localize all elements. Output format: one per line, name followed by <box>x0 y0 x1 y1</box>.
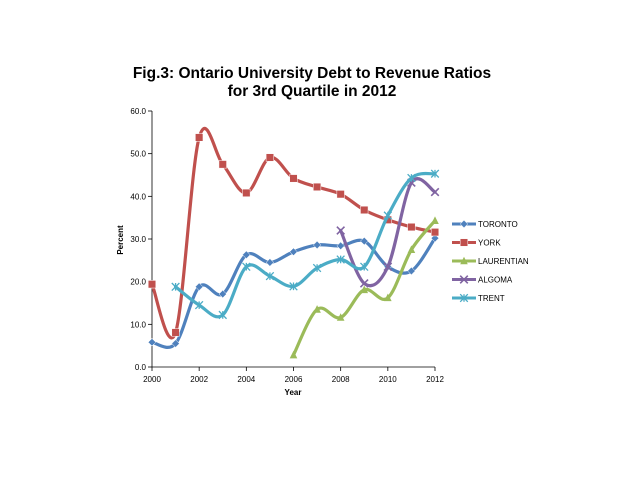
x-tick-label: 2004 <box>237 375 255 384</box>
y-tick-label: 40.0 <box>130 192 146 201</box>
x-tick-label: 2008 <box>332 375 350 384</box>
data-point-york <box>242 188 251 197</box>
data-point-trent <box>336 255 345 264</box>
data-point-toronto <box>360 236 369 246</box>
data-point-laurentian <box>336 313 345 321</box>
data-point-trent <box>265 271 275 281</box>
data-point-toronto <box>289 247 298 256</box>
legend-item-laurentian: LAURENTIAN <box>452 256 529 266</box>
data-point-toronto <box>147 338 157 347</box>
y-tick-label: 30.0 <box>130 235 146 244</box>
data-point-algoma <box>336 226 346 235</box>
data-point-york <box>171 328 180 337</box>
series-layer <box>147 127 440 359</box>
data-point-york <box>218 160 227 169</box>
legend: TORONTO YORK LAURENTIAN ALGOMA TRENT <box>452 219 529 303</box>
legend-label-trent: TRENT <box>478 294 505 303</box>
series-toronto <box>147 233 440 349</box>
y-axis-ticks: 0.0 10.0 20.0 30.0 40.0 50.0 60.0 <box>130 107 152 372</box>
legend-item-toronto: TORONTO <box>452 219 518 229</box>
y-tick-label: 20.0 <box>130 278 146 287</box>
legend-marker-toronto <box>459 219 469 229</box>
y-tick-label: 10.0 <box>130 320 146 329</box>
y-tick-label: 0.0 <box>135 363 147 372</box>
data-point-york <box>289 174 298 183</box>
data-point-york <box>265 153 274 162</box>
data-point-laurentian <box>431 216 439 224</box>
series-line-york <box>150 127 437 340</box>
data-point-laurentian <box>313 305 321 313</box>
data-point-toronto <box>265 258 275 267</box>
data-point-trent <box>407 173 416 183</box>
data-point-trent <box>430 169 440 178</box>
series-line-algoma <box>339 177 437 288</box>
data-point-york <box>407 223 416 232</box>
data-point-toronto <box>195 282 204 291</box>
chart-title-line-2: for 3rd Quartile in 2012 <box>228 83 397 100</box>
data-point-laurentian <box>384 293 392 302</box>
data-point-york <box>147 280 157 289</box>
y-axis-label: Percent <box>116 225 125 255</box>
data-point-trent <box>383 211 393 220</box>
legend-label-algoma: ALGOMA <box>478 276 513 285</box>
data-point-trent <box>242 262 251 271</box>
x-axis-ticks: 2000 2002 2004 2006 2008 2010 2012 <box>143 367 444 384</box>
data-point-york <box>336 190 345 199</box>
data-point-york <box>360 205 369 215</box>
data-point-algoma <box>383 262 393 272</box>
data-point-laurentian <box>407 245 416 253</box>
y-tick-label: 60.0 <box>130 107 146 116</box>
data-point-algoma <box>359 279 369 288</box>
legend-item-york: YORK <box>452 238 501 248</box>
data-point-toronto <box>312 240 322 250</box>
data-point-toronto <box>218 289 227 299</box>
legend-marker-york <box>459 238 469 247</box>
legend-marker-algoma <box>459 275 469 284</box>
data-point-toronto <box>242 250 251 259</box>
data-point-algoma <box>430 187 440 197</box>
series-laurentian <box>289 216 439 359</box>
data-point-toronto <box>407 266 416 276</box>
data-point-trent <box>359 262 369 271</box>
data-point-laurentian <box>360 285 369 294</box>
data-point-laurentian <box>289 350 298 359</box>
series-line-trent <box>173 171 437 319</box>
data-point-toronto <box>430 233 440 243</box>
data-point-trent <box>171 282 180 292</box>
data-point-trent <box>312 263 322 273</box>
legend-item-trent: TRENT <box>452 293 505 303</box>
x-tick-label: 2002 <box>190 375 208 384</box>
x-tick-label: 2012 <box>426 375 444 384</box>
data-point-york <box>195 133 204 142</box>
x-tick-label: 2006 <box>285 375 303 384</box>
series-algoma <box>336 177 440 288</box>
x-tick-label: 2010 <box>379 375 397 384</box>
x-axis-label: Year <box>285 388 302 397</box>
data-point-toronto <box>336 241 345 250</box>
series-trent <box>171 169 440 320</box>
chart-title-line-1: Fig.3: Ontario University Debt to Revenu… <box>133 65 491 82</box>
legend-marker-laurentian <box>460 256 468 265</box>
data-point-toronto <box>171 339 180 348</box>
data-point-york <box>313 182 322 191</box>
data-point-trent <box>289 282 298 291</box>
x-tick-label: 2000 <box>143 375 161 384</box>
data-point-trent <box>194 300 204 310</box>
legend-label-toronto: TORONTO <box>478 220 518 229</box>
legend-label-laurentian: LAURENTIAN <box>478 257 529 266</box>
legend-label-york: YORK <box>478 239 501 248</box>
data-point-trent <box>218 310 228 320</box>
legend-item-algoma: ALGOMA <box>452 275 513 285</box>
legend-marker-trent <box>459 293 469 303</box>
y-tick-label: 50.0 <box>130 150 146 159</box>
data-point-york <box>430 228 440 237</box>
